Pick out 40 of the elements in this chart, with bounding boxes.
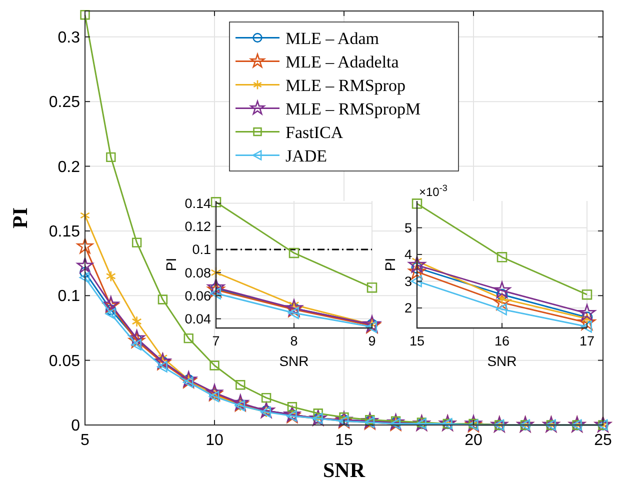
x-axis-title: SNR (322, 458, 366, 482)
y-axis-title: PI (382, 258, 398, 272)
y-tick-label: 0.1 (192, 242, 211, 258)
legend-label: MLE – Adam (286, 28, 379, 48)
x-axis-title: SNR (279, 353, 309, 369)
x-tick-label: 7 (212, 334, 220, 348)
y-axis-title: PI (8, 208, 32, 228)
y-tick-label: 0.04 (184, 311, 212, 326)
y-tick-label: 2 (404, 300, 412, 316)
x-tick-label: 25 (594, 432, 612, 449)
legend-label: MLE – RMSprop (286, 76, 406, 95)
y-tick-label: 0.25 (48, 94, 80, 112)
y-axis-title: PI (163, 258, 179, 272)
y-tick-label: 0.08 (184, 265, 211, 280)
y-tick-label: 3 (404, 274, 412, 289)
y-tick-label: 0.2 (58, 158, 80, 176)
y-tick-label: 4 (404, 247, 412, 262)
y-tick-label: 0 (71, 418, 80, 435)
x-tick-label: 10 (206, 432, 224, 449)
x-tick-label: 9 (368, 334, 376, 348)
y-tick-label: 0.15 (48, 224, 80, 241)
y-tick-label: 0.12 (184, 219, 211, 234)
x-tick-label: 15 (409, 334, 425, 348)
legend-label: FastICA (286, 122, 344, 142)
x-tick-label: 20 (464, 432, 482, 449)
annotation: ×10$^{-3}$ (419, 183, 448, 199)
y-tick-label: 0.14 (184, 196, 212, 212)
x-tick-label: 17 (579, 334, 595, 348)
x-axis-title: SNR (487, 353, 517, 369)
y-tick-label: 0.06 (184, 288, 211, 304)
y-tick-label: 0.1 (58, 288, 80, 306)
legend-label: JADE (286, 146, 328, 166)
x-tick-label: 8 (290, 334, 298, 348)
x-tick-label: 15 (335, 432, 353, 449)
legend-label: MLE – RMSpropM (286, 99, 421, 118)
legend-label: MLE – Adadelta (286, 52, 400, 72)
y-tick-label: 0.05 (48, 352, 80, 370)
y-tick-label: 0.3 (58, 29, 80, 46)
y-tick-label: 5 (404, 220, 412, 236)
x-tick-label: 16 (494, 334, 510, 348)
